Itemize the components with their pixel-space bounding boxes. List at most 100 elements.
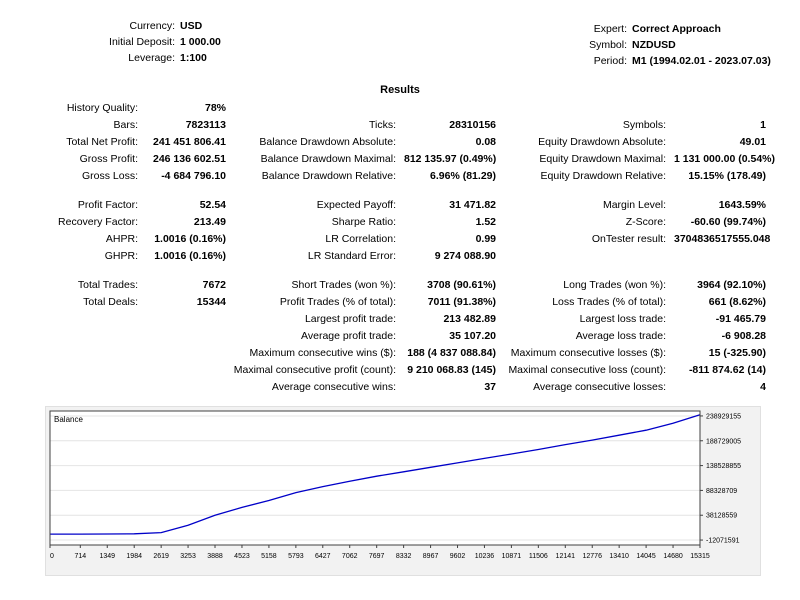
x-tick-label: 0 [50,553,54,560]
stat-value: 1 [760,119,766,131]
x-tick-label: 714 [74,553,86,560]
stat-value: 1 131 000.00 (0.54%) [674,153,775,165]
balance-chart: 238929155 188729005 138528855 88328709 38128… [45,406,761,576]
stat-label: AHPR: [105,233,138,245]
stat-value: 49.01 [739,136,766,148]
stat-label: Profit Trades (% of total): [279,296,396,308]
stat-label: Maximal consecutive profit (count): [233,364,396,376]
stat-value: 15 (-325.90) [708,347,766,359]
x-tick-label: 3888 [207,553,223,560]
stat-value: 3964 (92.10%) [697,279,766,291]
expert-summary: Expert: Correct Approach Symbol: NZDUSD Pe… [582,21,771,69]
x-tick-label: 3253 [180,553,196,560]
stat-label: GHPR: [104,250,138,262]
stat-label [30,345,140,362]
leverage-row: Leverage: 1:100 [97,50,221,66]
stat-label [30,328,140,345]
stat-value [668,100,768,117]
currency-value: USD [180,20,203,32]
stat-label: Gross Profit: [79,153,138,165]
results-title: Results [380,84,420,96]
stat-value: 9 210 068.83 (145) [407,364,496,376]
x-tick-label: 15315 [690,553,710,560]
x-tick-label: 1984 [126,553,142,560]
stat-label: OnTester result: [591,233,666,245]
stat-value: 4 [760,381,766,393]
plot-border [49,410,701,546]
initial-deposit-row: Initial Deposit: 1 000.00 [97,34,221,50]
stat-label: Largest loss trade: [579,313,666,325]
stat-label: Average consecutive wins: [271,381,396,393]
stat-value [668,248,768,265]
stat-label: Equity Drawdown Relative: [540,170,666,182]
stats-group-gap [30,185,768,197]
expert-value: Correct Approach [632,23,721,35]
symbol-row: Symbol: NZDUSD [582,37,771,53]
stat-value: -4 684 796.10 [161,170,226,182]
currency-label: Currency: [129,20,175,32]
period-value: M1 (1994.02.01 - 2023.07.03) [632,55,771,67]
stat-value: 15344 [196,296,226,308]
x-tick-label: 12141 [556,553,576,560]
x-tick-label: 8967 [423,553,439,560]
stat-value: 0.99 [475,233,496,245]
y-tick-label: 88328709 [706,488,737,495]
stat-label: Maximum consecutive wins ($): [249,347,396,359]
stat-label: Total Deals: [83,296,138,308]
stat-value: 1643.59% [718,199,766,211]
stat-value: 15.15% (178.49) [688,170,766,182]
stat-label: Recovery Factor: [58,216,138,228]
x-tick-label: 9602 [450,553,466,560]
stat-value: 7823113 [185,119,226,131]
period-label: Period: [593,55,627,67]
stat-value: 0.08 [475,136,496,148]
leverage-value: 1:100 [180,52,207,64]
expert-label: Expert: [593,23,627,35]
symbol-value: NZDUSD [632,39,676,51]
x-tick-label: 13410 [609,553,629,560]
initial-deposit-value: 1 000.00 [180,36,221,48]
leverage-label: Leverage: [128,52,175,64]
balance-line [50,414,701,535]
stat-label: Symbols: [622,119,666,131]
stat-value [140,311,228,328]
stat-value: 246 136 602.51 [153,153,226,165]
stat-label: Balance Drawdown Relative: [261,170,396,182]
stat-value: 7011 (91.38%) [427,296,496,308]
stat-value: 52.54 [199,199,226,211]
stat-value: 9 274 088.90 [434,250,496,262]
period-row: Period: M1 (1994.02.01 - 2023.07.03) [582,53,771,69]
x-tick-label: 14680 [663,553,683,560]
stat-value: 812 135.97 (0.49%) [404,153,497,165]
account-summary: Currency: USD Initial Deposit: 1 000.00 Le… [97,18,221,66]
stat-label [30,311,140,328]
stat-label: Average profit trade: [301,330,396,342]
stat-label: Equity Drawdown Absolute: [538,136,666,148]
stat-label: Total Trades: [77,279,138,291]
x-tick-label: 12776 [583,553,603,560]
stat-value: -6 908.28 [721,330,766,342]
stats-group-gap [30,265,768,277]
stat-label: Equity Drawdown Maximal: [539,153,666,165]
stat-value: 1.0016 (0.16%) [154,233,226,245]
stat-label: Ticks: [368,119,396,131]
stat-label: LR Standard Error: [307,250,396,262]
expert-row: Expert: Correct Approach [582,21,771,37]
stat-label: Short Trades (won %): [291,279,396,291]
stat-label: Margin Level: [602,199,666,211]
stat-value [140,345,228,362]
stat-label: Profit Factor: [77,199,138,211]
stat-value: 7672 [202,279,226,291]
stat-label: Z-Score: [625,216,666,228]
stat-value [398,100,498,117]
stat-label: Bars: [113,119,138,131]
stat-label [30,379,140,396]
stat-value [140,328,228,345]
x-tick-label: 8332 [396,553,412,560]
currency-row: Currency: USD [97,18,221,34]
x-tick-label: 7697 [369,553,385,560]
stat-value: 1.52 [475,216,496,228]
stat-value [140,379,228,396]
initial-deposit-label: Initial Deposit: [109,36,175,48]
stat-label: Balance Drawdown Maximal: [260,153,396,165]
